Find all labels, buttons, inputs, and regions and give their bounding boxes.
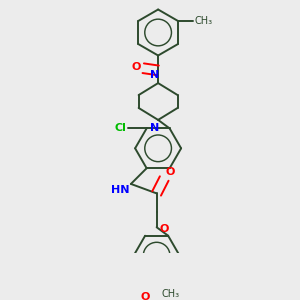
Text: N: N	[150, 70, 160, 80]
Text: HN: HN	[111, 185, 130, 195]
Text: Cl: Cl	[114, 123, 126, 134]
Text: CH₃: CH₃	[161, 289, 179, 299]
Text: CH₃: CH₃	[194, 16, 212, 26]
Text: N: N	[150, 123, 160, 133]
Text: O: O	[140, 292, 150, 300]
Text: O: O	[166, 167, 175, 177]
Text: O: O	[132, 62, 141, 72]
Text: O: O	[160, 224, 169, 234]
